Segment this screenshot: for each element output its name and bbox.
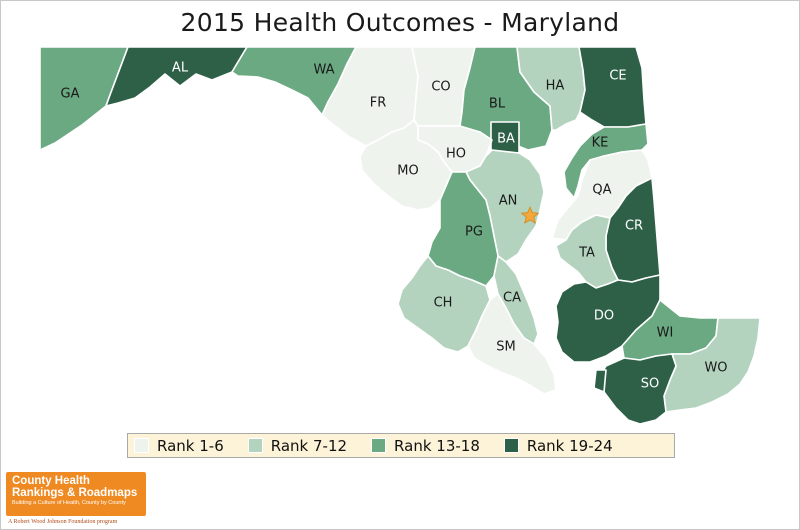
legend-swatch — [371, 438, 387, 453]
legend-item-rank-7-12: Rank 7-12 — [247, 436, 348, 455]
county-so[interactable] — [597, 353, 677, 425]
county-label-wa: WA — [313, 63, 334, 78]
county-label-ke: KE — [592, 136, 609, 151]
county-so-island — [593, 369, 607, 393]
county-wo[interactable] — [663, 317, 761, 413]
legend-swatch — [503, 438, 519, 453]
legend-swatch — [247, 438, 263, 453]
county-health-rankings-logo[interactable]: County Health Rankings & Roadmaps Buildi… — [6, 472, 146, 516]
legend-item-rank-19-24: Rank 19-24 — [503, 436, 613, 455]
county-ke[interactable] — [563, 123, 649, 199]
county-label-wi: WI — [657, 326, 674, 341]
county-label-co: CO — [431, 80, 450, 95]
county-label-ga: GA — [61, 87, 80, 102]
county-label-ha: HA — [546, 79, 565, 94]
legend-label: Rank 13-18 — [394, 436, 480, 455]
county-label-fr: FR — [370, 96, 387, 111]
state-capital-star-icon — [520, 205, 540, 224]
county-label-ho: HO — [446, 147, 466, 162]
legend-item-rank-13-18: Rank 13-18 — [371, 437, 480, 455]
legend-swatch — [134, 438, 149, 453]
county-label-wo: WO — [704, 361, 727, 376]
rank-legend: Rank 1-6 Rank 7-12 Rank 13-18 Rank 19-24 — [127, 433, 675, 458]
county-label-ca: CA — [503, 291, 521, 306]
county-label-ce: CE — [609, 69, 626, 84]
county-label-do: DO — [594, 309, 614, 324]
county-label-an: AN — [499, 194, 518, 209]
legend-label: Rank 1-6 — [157, 436, 224, 455]
county-ce[interactable] — [578, 46, 647, 128]
county-sm[interactable] — [467, 293, 557, 395]
county-label-ba: BA — [497, 132, 515, 147]
legend-label: Rank 7-12 — [270, 436, 348, 455]
logo-line-1: County Health — [12, 475, 90, 487]
logo-line-2: Rankings & Roadmaps — [12, 487, 138, 499]
county-label-ch: CH — [434, 296, 453, 311]
county-label-pg: PG — [465, 225, 483, 240]
county-label-bl: BL — [489, 97, 506, 112]
county-ch[interactable] — [397, 255, 491, 353]
rwjf-footer-text: A Robert Wood Johnson Foundation program — [8, 519, 118, 525]
county-al[interactable] — [105, 46, 248, 107]
county-label-so: SO — [641, 377, 659, 392]
county-label-qa: QA — [592, 183, 611, 198]
county-label-sm: SM — [496, 340, 515, 355]
county-label-ta: TA — [578, 246, 595, 261]
county-label-mo: MO — [397, 164, 418, 179]
county-label-al: AL — [172, 61, 189, 76]
logo-tagline: Building a Culture of Health, County by … — [12, 500, 126, 506]
county-label-cr: CR — [625, 219, 643, 234]
legend-item-rank-1-6: Rank 1-6 — [134, 437, 224, 455]
legend-label: Rank 19-24 — [526, 436, 613, 455]
map-title: 2015 Health Outcomes - Maryland — [180, 8, 620, 37]
